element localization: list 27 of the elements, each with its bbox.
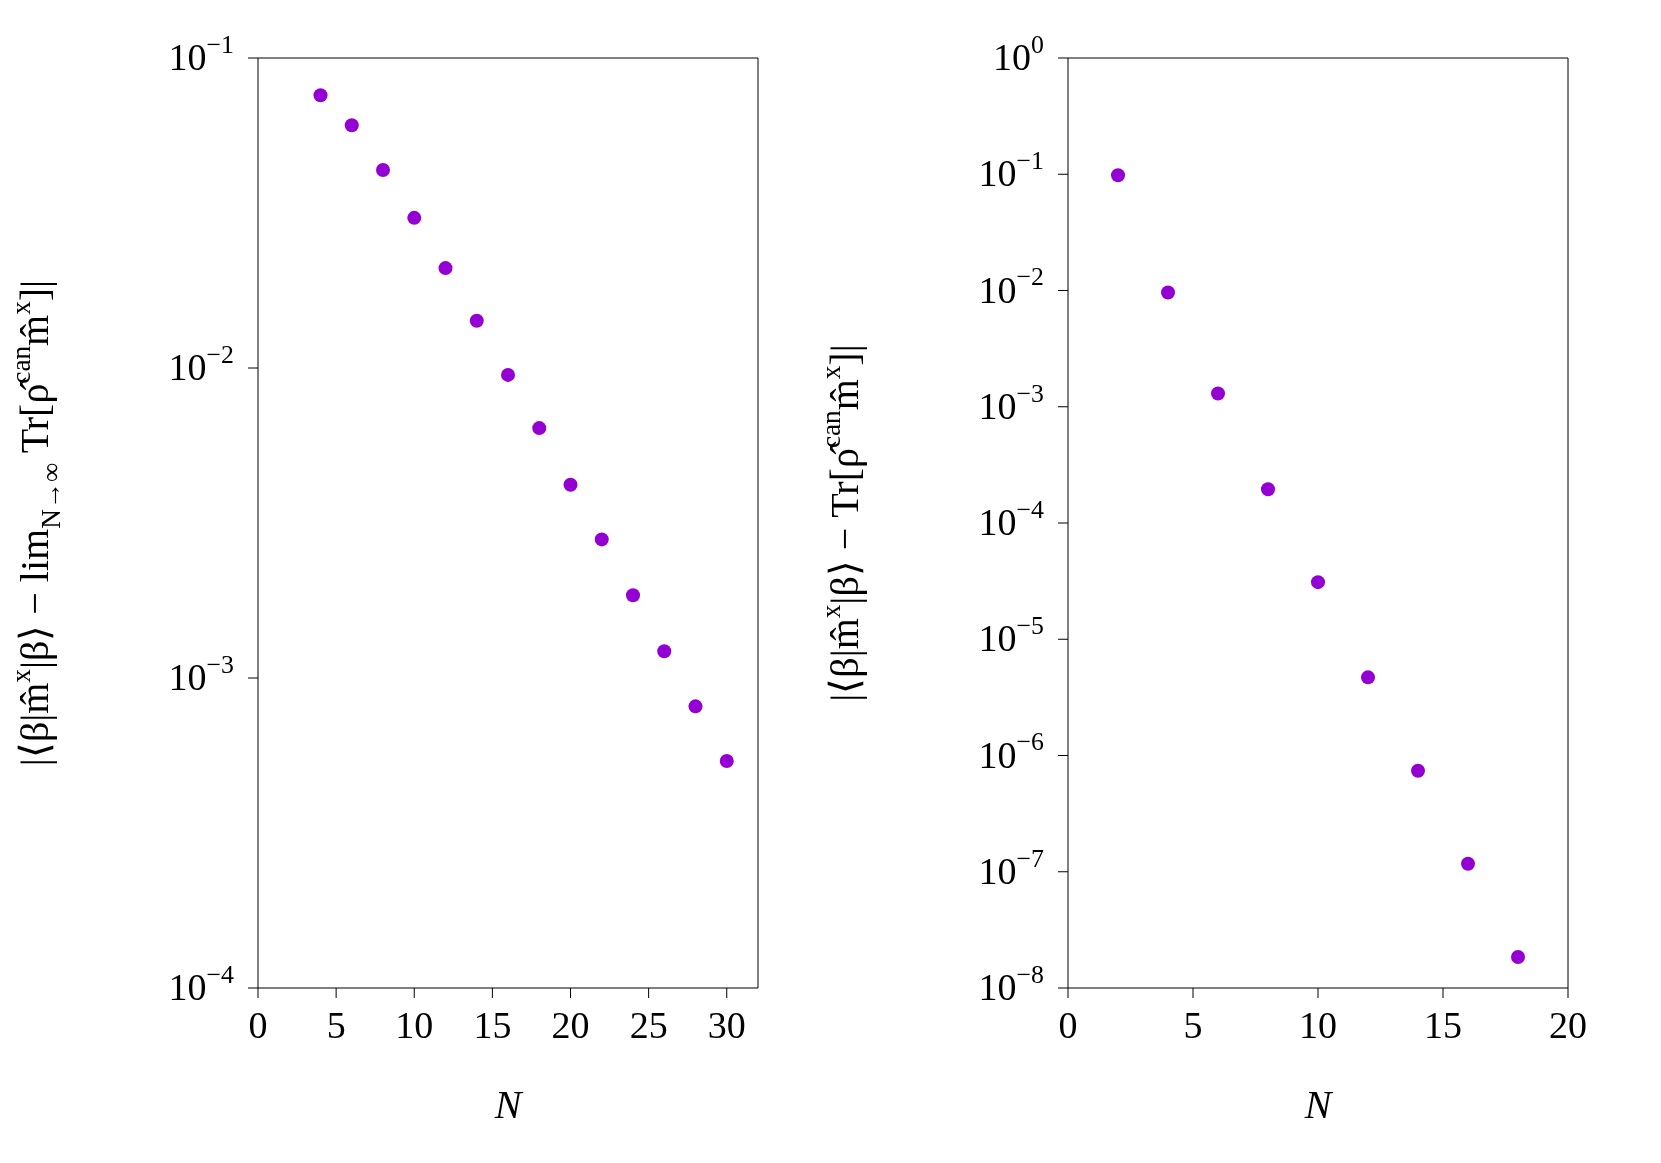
- x-tick-label: 15: [473, 1004, 512, 1046]
- y-tick-label: 10$^{−3}$: [168, 649, 234, 698]
- x-axis-title: N: [493, 1082, 524, 1127]
- x-tick-label: 0: [248, 1004, 268, 1046]
- x-tick-label: 10: [395, 1004, 434, 1046]
- y-tick-label: 10$^{−5}$: [978, 611, 1044, 660]
- x-tick-label: 25: [629, 1004, 668, 1046]
- x-tick-label: 30: [707, 1004, 746, 1046]
- y-tick-label: 10$^{0}$: [993, 29, 1044, 78]
- y-tick-label: 10$^{−7}$: [978, 843, 1045, 892]
- x-axis-title: N: [1303, 1082, 1334, 1127]
- x-tick-label: 10: [1299, 1004, 1337, 1046]
- y-tick-label: 10$^{−8}$: [978, 959, 1044, 1008]
- x-tick-label: 0: [1058, 1004, 1078, 1046]
- x-tick-label: 5: [326, 1004, 346, 1046]
- x-tick-label: 15: [1424, 1004, 1462, 1046]
- x-tick-label: 20: [551, 1004, 590, 1046]
- y-tick-label: 10$^{−4}$: [978, 494, 1045, 543]
- y-tick-label: 10$^{−6}$: [978, 727, 1045, 776]
- y-tick-label: 10$^{−1}$: [978, 146, 1044, 195]
- y-tick-label: 10$^{−1}$: [168, 29, 234, 78]
- y-tick-label: 10$^{−4}$: [168, 959, 235, 1008]
- y-tick-label: 10$^{−3}$: [978, 378, 1044, 427]
- x-tick-label: 20: [1549, 1004, 1587, 1046]
- y-tick-label: 10$^{−2}$: [978, 262, 1044, 311]
- x-tick-label: 5: [1183, 1004, 1203, 1046]
- y-tick-label: 10$^{−2}$: [168, 339, 234, 388]
